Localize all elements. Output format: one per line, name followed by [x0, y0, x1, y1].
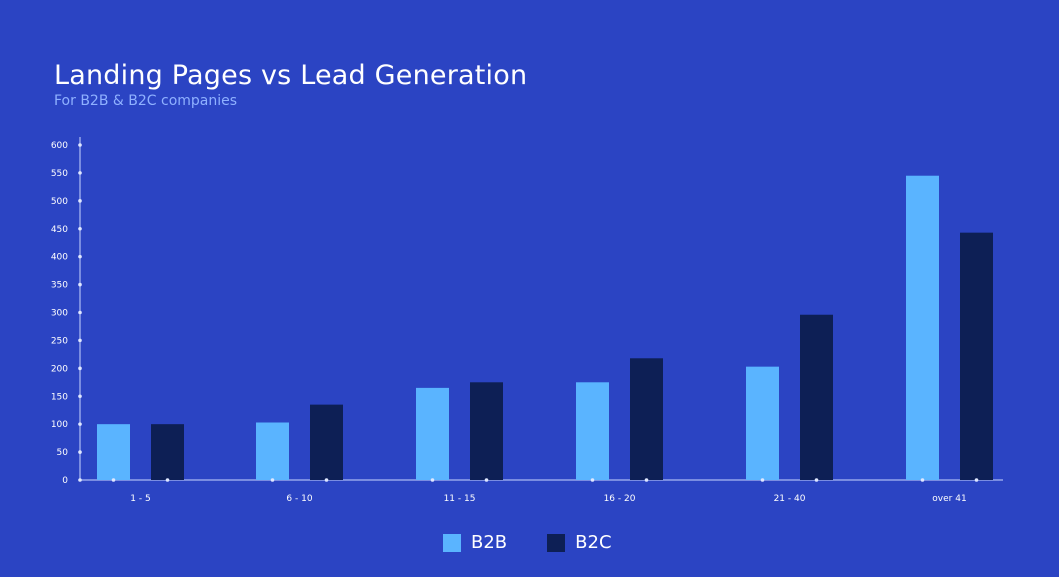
y-tick-mark: [78, 226, 82, 231]
y-tick-mark: [78, 338, 82, 343]
y-tick-label: 600: [51, 141, 68, 151]
bar-b2c: [151, 424, 184, 480]
bar-b2b: [576, 382, 609, 480]
y-tick-mark: [78, 450, 82, 454]
y-tick-mark: [78, 254, 82, 259]
legend-item-b2b: B2B: [443, 532, 507, 553]
bar-b2b: [416, 387, 449, 480]
y-tick-mark: [78, 199, 82, 203]
y-tick-label: 500: [51, 197, 68, 207]
y-tick-mark: [78, 422, 82, 426]
bar-b2b: [97, 424, 130, 480]
y-tick-label: 550: [51, 169, 68, 179]
y-tick-mark: [78, 143, 82, 147]
x-tick-label: over 41: [932, 494, 966, 504]
bar-b2c: [310, 404, 343, 480]
legend-item-b2c: B2C: [547, 532, 612, 553]
y-tick-label: 350: [51, 281, 68, 291]
y-tick-label: 150: [51, 392, 68, 402]
x-tick-mark: [590, 478, 595, 482]
x-tick-mark: [484, 478, 489, 482]
x-tick-mark: [111, 478, 116, 482]
bar-b2b: [906, 175, 939, 481]
y-tick-mark: [78, 478, 82, 482]
y-tick-label: 450: [51, 225, 68, 235]
bar-b2b: [746, 366, 779, 480]
legend-swatch-b2c: [547, 533, 566, 552]
y-tick-mark: [78, 171, 82, 175]
x-tick-mark: [324, 478, 329, 482]
bar-b2c: [630, 358, 663, 480]
x-tick-mark: [814, 478, 819, 482]
x-tick-mark: [165, 478, 170, 482]
x-tick-label: 6 - 10: [286, 494, 312, 504]
chart-title: Landing Pages vs Lead Generation: [54, 60, 528, 91]
legend-label-b2c: B2C: [575, 532, 612, 553]
y-tick-label: 200: [51, 364, 68, 374]
y-tick-label: 400: [51, 253, 68, 263]
x-tick-label: 21 - 40: [774, 494, 806, 504]
y-tick-label: 0: [62, 476, 68, 486]
x-tick-mark: [974, 478, 979, 482]
x-tick-label: 1 - 5: [130, 494, 150, 504]
bar-b2b: [256, 422, 289, 480]
x-tick-label: 16 - 20: [604, 494, 636, 504]
bar-b2c: [800, 314, 833, 480]
legend-swatch-b2b: [443, 533, 461, 552]
y-tick-mark: [78, 282, 82, 287]
legend: B2B B2C: [443, 532, 652, 553]
x-tick-mark: [430, 478, 435, 482]
x-tick-label: 11 - 15: [444, 494, 476, 504]
bar-b2c: [960, 232, 993, 480]
y-tick-label: 50: [57, 448, 69, 458]
y-tick-label: 300: [51, 309, 68, 319]
y-tick-mark: [78, 310, 82, 315]
chart-subtitle: For B2B & B2C companies: [54, 93, 238, 109]
x-tick-mark: [270, 478, 275, 482]
x-tick-mark: [920, 478, 925, 482]
legend-label-b2b: B2B: [471, 532, 508, 553]
bar-b2c: [470, 382, 503, 480]
x-tick-mark: [644, 478, 649, 482]
x-tick-mark: [760, 478, 765, 482]
y-tick-mark: [78, 366, 82, 371]
y-tick-label: 250: [51, 336, 68, 346]
y-tick-label: 100: [51, 420, 68, 430]
y-tick-mark: [78, 394, 82, 399]
